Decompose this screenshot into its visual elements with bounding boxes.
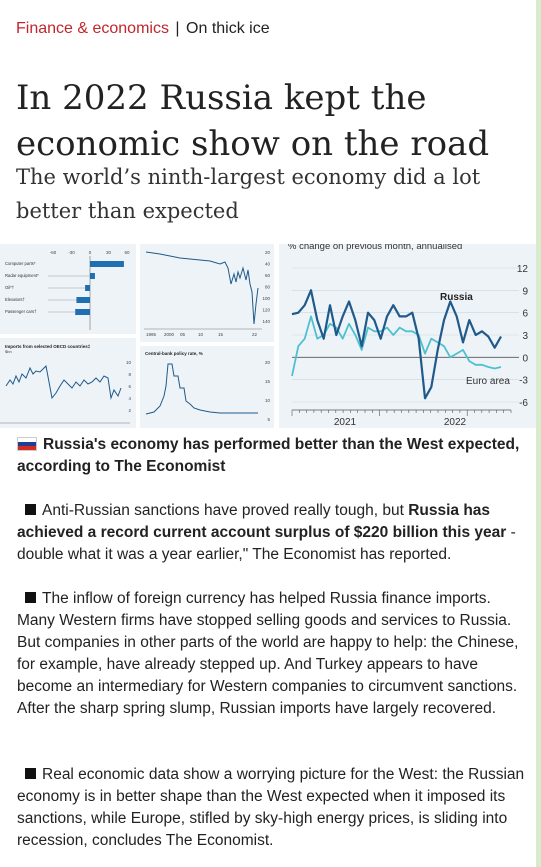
- rate-svg: 20 40 60 80 100 120 140 1995 2000 05 10 15 22: [144, 250, 271, 337]
- rate-x-tick: 1995: [146, 332, 157, 337]
- main-y-tick: 6: [522, 309, 528, 320]
- article-caption: Russia's economy has performed better th…: [17, 434, 527, 478]
- rate-y-tick: 40: [265, 262, 271, 267]
- bars-category-label: Radar equipment*: [5, 273, 39, 278]
- policy-rate-chart: Central-bank policy rate, % 20 15 10 5: [140, 346, 274, 428]
- bars-bar: [90, 261, 124, 267]
- main-y-tick: 3: [522, 331, 528, 342]
- bullet-square-icon: [25, 768, 36, 779]
- main-chart-title: % change on previous month, annualised: [288, 244, 462, 252]
- main-series-line: [291, 289, 502, 400]
- main-chart-svg: % change on previous month, annualised 1…: [288, 244, 529, 428]
- rate-y-tick: 80: [265, 285, 271, 290]
- bars-bar: [75, 309, 90, 315]
- main-y-tick: 9: [522, 286, 528, 297]
- imports-title: Imports from selected OECD countries‡: [5, 344, 91, 349]
- paragraph-1-bold: Russia has achieved a record current acc…: [17, 502, 507, 541]
- imports-y-tick: 6: [128, 384, 131, 389]
- bars-category-label: Passenger cars†: [5, 309, 37, 314]
- policy-y-tick: 20: [265, 360, 271, 365]
- policy-y-tick: 10: [265, 398, 271, 403]
- main-y-tick: 0: [522, 353, 528, 364]
- bars-bar: [85, 285, 90, 291]
- imports-y-tick: 10: [126, 360, 132, 365]
- bars-svg: -60 -30 0 30 60 Computer parts* Radar equipme…: [5, 250, 130, 330]
- bullet-square-icon: [25, 504, 36, 515]
- paragraph-1-text-b: - double what it was a year earlier," Th…: [17, 524, 516, 563]
- paragraph-3-text: Real economic data show a worrying pictu…: [17, 766, 525, 849]
- section-label: Finance & economics | On thick ice: [16, 20, 270, 38]
- paragraph-2: The inflow of foreign currency has helpe…: [17, 588, 527, 720]
- rate-x-tick: 05: [180, 332, 186, 337]
- bars-category-label: Elevators†: [5, 297, 25, 302]
- sanctions-bars-chart: -60 -30 0 30 60 Computer parts* Radar equipme…: [0, 244, 136, 334]
- caption-text: Russia's economy has performed better th…: [17, 436, 520, 475]
- section-title: On thick ice: [186, 20, 270, 37]
- bars-axis-tick: -60: [50, 250, 57, 255]
- main-x-tick: 2022: [444, 417, 467, 428]
- paragraph-2-text: The inflow of foreign currency has helpe…: [17, 590, 519, 717]
- rate-line: [145, 251, 259, 325]
- paragraph-3: Real economic data show a worrying pictu…: [17, 764, 527, 852]
- policy-title: Central-bank policy rate, %: [145, 351, 203, 356]
- bars-bar: [90, 273, 95, 279]
- bars-axis-tick: -30: [68, 250, 75, 255]
- bars-category-label: Computer parts*: [5, 261, 36, 266]
- bars-axis-tick: 30: [106, 250, 112, 255]
- imports-y-tick: 2: [128, 408, 131, 413]
- imports-unit: $bn: [5, 349, 12, 354]
- rouble-rate-chart: 20 40 60 80 100 120 140 1995 2000 05 10 15 22: [140, 244, 274, 342]
- rate-x-tick: 10: [198, 332, 204, 337]
- rate-y-tick: 20: [265, 250, 271, 255]
- main-series-line: [291, 315, 502, 377]
- main-y-tick: 12: [517, 264, 529, 275]
- rate-y-tick: 100: [262, 296, 270, 301]
- main-y-tick: -6: [519, 398, 528, 409]
- headline: In 2022 Russia kept the economic show on…: [16, 77, 490, 164]
- rate-x-tick: 15: [218, 332, 224, 337]
- rate-x-tick: 22: [252, 332, 258, 337]
- paragraph-1-text-a: Anti-Russian sanctions have proved reall…: [42, 502, 409, 519]
- bars-axis-tick: 0: [89, 250, 92, 255]
- policy-svg: Central-bank policy rate, % 20 15 10 5: [145, 351, 271, 422]
- bullet-square-icon: [25, 592, 36, 603]
- section-separator: |: [175, 20, 180, 37]
- rate-y-tick: 120: [262, 308, 270, 313]
- gdp-change-chart: % change on previous month, annualised 1…: [279, 244, 536, 428]
- series-label-euro-area: Euro area: [466, 376, 510, 387]
- section-category[interactable]: Finance & economics: [16, 20, 169, 37]
- paragraph-1: Anti-Russian sanctions have proved reall…: [17, 500, 527, 566]
- bars-axis-tick: 60: [124, 250, 130, 255]
- chart-collage: -60 -30 0 30 60 Computer parts* Radar equipme…: [0, 244, 536, 428]
- policy-y-tick: 15: [265, 379, 271, 384]
- rate-x-tick: 2000: [164, 332, 175, 337]
- subheadline: The world’s ninth-largest economy did a …: [16, 165, 481, 223]
- imports-svg: Imports from selected OECD countries‡ $b…: [0, 344, 132, 424]
- rate-y-tick: 140: [262, 319, 270, 324]
- main-x-tick: 2021: [334, 417, 357, 428]
- imports-line: [5, 364, 122, 400]
- right-border: [536, 0, 541, 867]
- russia-flag-icon: [17, 437, 37, 451]
- imports-y-tick: 8: [128, 372, 131, 377]
- rate-y-tick: 60: [265, 273, 271, 278]
- main-y-tick: -3: [519, 376, 528, 387]
- policy-y-tick: 5: [267, 417, 270, 422]
- bars-category-label: Oil*†: [5, 285, 15, 290]
- bars-bar: [76, 297, 90, 303]
- series-label-russia: Russia: [440, 292, 473, 303]
- imports-chart: Imports from selected OECD countries‡ $b…: [0, 338, 136, 428]
- policy-line: [145, 363, 258, 415]
- imports-y-tick: 4: [128, 396, 131, 401]
